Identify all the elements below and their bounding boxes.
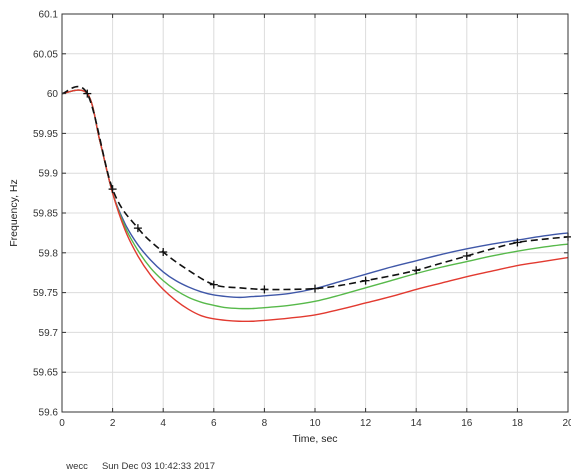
y-tick-label: 59.8 [39,248,59,259]
plus-marker [412,266,421,275]
plus-marker [83,89,92,98]
plus-marker [462,251,471,260]
plus-marker [108,185,117,194]
x-tick-label: 8 [262,418,268,429]
plus-marker [133,224,142,233]
y-tick-label: 59.75 [33,288,58,299]
x-tick-label: 14 [411,418,423,429]
x-tick-label: 20 [562,418,571,429]
x-tick-label: 4 [160,418,166,429]
x-tick-label: 2 [110,418,116,429]
plus-marker [311,284,319,293]
series-line-1 [61,89,569,299]
y-tick-label: 59.95 [33,129,58,140]
plus-marker [513,238,522,247]
y-tick-label: 60.05 [33,49,58,60]
series-line-3 [61,89,569,323]
plus-marker [361,276,370,285]
grid [62,14,568,412]
series-line-4 [61,85,569,291]
y-tick-label: 60 [47,89,59,100]
y-tick-label: 59.9 [39,169,59,180]
y-tick-label: 59.6 [39,408,59,419]
tick-layer: 0 2 4 6 8 10 12 14 16 18 2059.659.6559.759.7559.85… [33,10,571,430]
x-tick-label: 12 [360,418,372,429]
x-tick-label: 18 [512,418,524,429]
x-tick-label: 16 [461,418,473,429]
figure-footer: wecc Sun Dec 03 10:42:33 2017 [61,450,229,472]
plus-marker [209,280,218,289]
plus-marker [159,248,168,257]
y-tick-label: 59.85 [33,209,58,220]
x-axis-label: Time, sec [292,433,337,445]
x-tick-label: 10 [309,418,321,429]
plus-marker [260,285,269,294]
y-tick-label: 60.1 [39,10,59,21]
x-tick-label: 0 [59,418,65,429]
y-tick-label: 59.7 [39,328,59,339]
y-tick-label: 59.65 [33,368,58,379]
series-layer [61,85,571,323]
series-line-2 [61,89,569,310]
x-tick-label: 6 [211,418,217,429]
y-axis-label: Frequency, Hz [8,179,20,247]
